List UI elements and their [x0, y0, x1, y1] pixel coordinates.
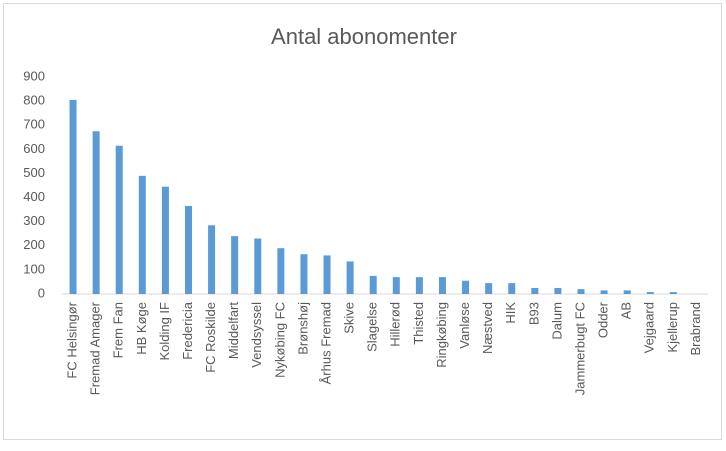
bar — [415, 277, 423, 294]
x-tick-label: HB Køge — [134, 302, 149, 355]
chart-title: Antal abonomenter — [271, 24, 457, 49]
bar — [323, 255, 331, 294]
bar — [485, 283, 493, 294]
x-tick-label: Brabrand — [688, 302, 703, 355]
x-tick-label: Ringkøbing — [434, 302, 449, 368]
bar — [254, 238, 262, 294]
bar — [300, 254, 308, 294]
x-tick-label: Fremad Amager — [88, 301, 103, 395]
bar — [346, 261, 354, 294]
x-tick-label: AB — [619, 302, 634, 319]
x-tick-label: HIK — [503, 302, 518, 324]
x-tick-label: Dalum — [549, 302, 564, 340]
x-tick-label: Middelfart — [226, 302, 241, 359]
x-tick-label: FC Roskilde — [203, 302, 218, 373]
chart-frame — [3, 3, 722, 440]
y-tick-label: 600 — [23, 141, 45, 156]
x-tick-label: Næstved — [480, 302, 495, 354]
bar — [600, 290, 608, 294]
x-tick-label: Slagelse — [365, 302, 380, 352]
x-tick-label: Vanløse — [457, 302, 472, 349]
y-tick-label: 800 — [23, 93, 45, 108]
bar — [208, 225, 216, 294]
bar — [462, 280, 470, 294]
bar — [277, 248, 285, 294]
x-tick-label: Fredericia — [180, 301, 195, 360]
y-tick-label: 100 — [23, 261, 45, 276]
bar — [577, 289, 585, 294]
bar — [646, 292, 654, 294]
x-tick-label: Jammerbugt FC — [572, 302, 587, 395]
bar — [138, 175, 146, 294]
bar — [184, 205, 192, 294]
x-tick-label: Vejgaard — [642, 302, 657, 353]
bar — [92, 131, 100, 294]
x-tick-label: Skive — [342, 302, 357, 334]
x-tick-label: Brønshøj — [295, 302, 310, 355]
x-tick-label: B93 — [526, 302, 541, 325]
x-tick-label: Odder — [596, 301, 611, 338]
x-tick-label: Vendsyssel — [249, 302, 264, 368]
bar — [231, 236, 239, 294]
y-tick-label: 200 — [23, 237, 45, 252]
y-tick-label: 400 — [23, 189, 45, 204]
x-tick-label: FC Helsingør — [64, 301, 79, 378]
x-tick-label: Århus Fremad — [318, 302, 333, 384]
x-tick-label: Hillerød — [388, 302, 403, 347]
y-tick-label: 500 — [23, 165, 45, 180]
bar — [623, 290, 631, 294]
y-tick-label: 0 — [38, 285, 45, 300]
bar — [508, 283, 516, 294]
y-tick-label: 700 — [23, 117, 45, 132]
x-tick-label: Kjellerup — [665, 302, 680, 353]
x-tick-label: Thisted — [411, 302, 426, 345]
bar — [392, 277, 400, 294]
x-tick-label: Frem Fan — [111, 302, 126, 358]
bar — [115, 145, 123, 294]
y-tick-label: 300 — [23, 213, 45, 228]
bar — [554, 287, 562, 294]
x-tick-label: Kolding IF — [157, 302, 172, 361]
bar — [369, 275, 377, 294]
x-tick-label: Nykøbing FC — [272, 302, 287, 378]
bar — [531, 287, 539, 294]
bar — [69, 99, 77, 295]
y-tick-label: 900 — [23, 68, 45, 83]
bar — [161, 186, 169, 294]
bar — [438, 277, 446, 294]
bar — [669, 292, 677, 294]
